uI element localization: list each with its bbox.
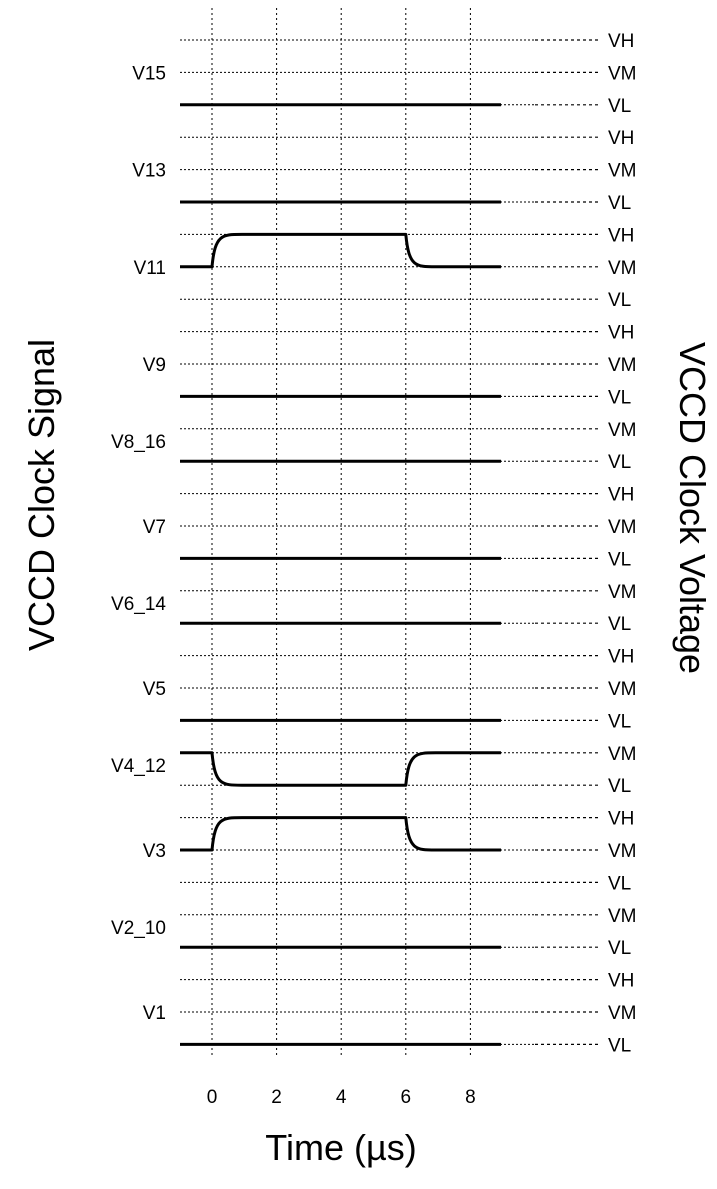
level-label: VL bbox=[608, 387, 631, 408]
level-label: VH bbox=[608, 971, 634, 992]
level-label: VL bbox=[608, 873, 631, 894]
signal-label-V1: V1 bbox=[143, 1003, 166, 1024]
level-label: VH bbox=[608, 323, 634, 344]
level-label: VM bbox=[608, 582, 637, 603]
level-label: VL bbox=[608, 96, 631, 117]
level-label: VM bbox=[608, 161, 637, 182]
level-label: VH bbox=[608, 809, 634, 830]
waveform-V3 bbox=[180, 816, 501, 852]
y-axis-title-left: VCCD Clock Signal bbox=[21, 339, 62, 651]
level-label: VL bbox=[608, 711, 631, 732]
waveforms bbox=[180, 103, 501, 1046]
level-label: VL bbox=[608, 938, 631, 959]
x-tick-label: 2 bbox=[271, 1087, 282, 1108]
level-label: VM bbox=[608, 841, 637, 862]
signal-label-V15: V15 bbox=[132, 63, 166, 84]
level-label: VH bbox=[608, 485, 634, 506]
x-tick-label: 8 bbox=[465, 1087, 476, 1108]
level-label: VM bbox=[608, 906, 637, 927]
level-label: VL bbox=[608, 1035, 631, 1056]
level-label: VL bbox=[608, 452, 631, 473]
signal-label-V11: V11 bbox=[134, 258, 166, 279]
level-label: VL bbox=[608, 193, 631, 214]
waveform-V4_12 bbox=[180, 751, 501, 787]
level-label: VM bbox=[608, 355, 637, 376]
signal-label-V6_14: V6_14 bbox=[111, 594, 166, 615]
x-tick-label: 4 bbox=[336, 1087, 347, 1108]
level-label: VH bbox=[608, 647, 634, 668]
level-label: VM bbox=[608, 420, 637, 441]
grid bbox=[180, 8, 600, 1057]
signal-label-V3: V3 bbox=[143, 841, 166, 862]
signal-label-V2_10: V2_10 bbox=[111, 918, 166, 939]
level-label: VH bbox=[608, 128, 634, 149]
level-label: VM bbox=[608, 744, 637, 765]
level-label: VL bbox=[608, 776, 631, 797]
x-tick-label: 6 bbox=[401, 1087, 412, 1108]
level-label: VH bbox=[608, 31, 634, 52]
signal-label-V8_16: V8_16 bbox=[111, 432, 166, 453]
signal-label-V13: V13 bbox=[132, 161, 166, 182]
level-label: VL bbox=[608, 614, 631, 635]
level-label: VL bbox=[608, 549, 631, 570]
x-tick-label: 0 bbox=[207, 1087, 218, 1108]
level-label: VM bbox=[608, 63, 637, 84]
y-axis-title-right: VCCD Clock Voltage bbox=[672, 342, 713, 674]
level-label: VM bbox=[608, 679, 637, 700]
level-label: VM bbox=[608, 1003, 637, 1024]
signal-label-V5: V5 bbox=[143, 679, 166, 700]
level-label: VL bbox=[608, 290, 631, 311]
level-label: VM bbox=[608, 258, 637, 279]
signal-label-V4_12: V4_12 bbox=[111, 756, 166, 777]
signal-label-V9: V9 bbox=[143, 355, 166, 376]
x-axis-title: Time (µs) bbox=[265, 1127, 416, 1168]
labels: 0 2 4 6 8 VH VM VL V15 VH VM VL V13 VH VM VL V11 VH VM VL V9… bbox=[111, 31, 636, 1108]
level-label: VH bbox=[608, 225, 634, 246]
signal-label-V7: V7 bbox=[143, 517, 166, 538]
level-label: VM bbox=[608, 517, 637, 538]
waveform-V11 bbox=[180, 232, 501, 269]
